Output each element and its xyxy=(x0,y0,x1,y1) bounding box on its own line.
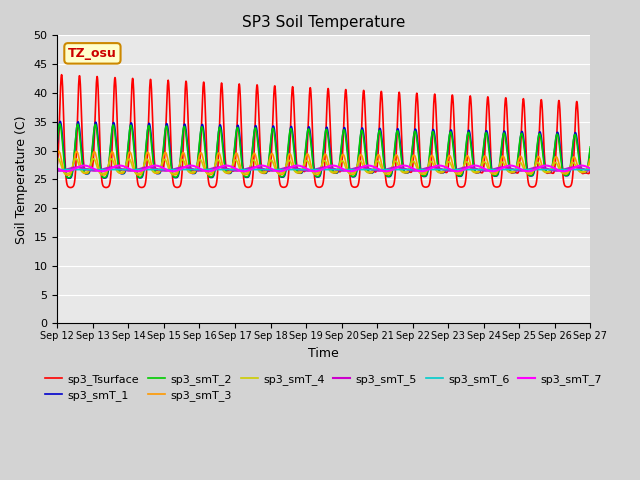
sp3_smT_7 xyxy=(339,167,347,172)
sp3_smT_2 xyxy=(340,128,348,133)
sp3_Tsurface xyxy=(586,166,594,172)
sp3_smT_4 xyxy=(586,160,594,166)
sp3_smT_6 xyxy=(351,167,358,172)
sp3_smT_3 xyxy=(54,151,61,156)
sp3_smT_2 xyxy=(351,173,359,179)
sp3_smT_5 xyxy=(54,168,61,174)
Line: sp3_smT_3: sp3_smT_3 xyxy=(58,151,590,175)
sp3_smT_4 xyxy=(554,164,562,170)
sp3_smT_5 xyxy=(540,165,547,171)
sp3_smT_3 xyxy=(554,159,562,165)
sp3_smT_1 xyxy=(586,146,594,152)
sp3_smT_7 xyxy=(54,166,61,171)
sp3_smT_4 xyxy=(203,170,211,176)
sp3_smT_5 xyxy=(586,168,594,174)
sp3_smT_4 xyxy=(340,159,348,165)
sp3_smT_1 xyxy=(554,132,562,137)
sp3_smT_2 xyxy=(203,162,211,168)
sp3_smT_4 xyxy=(54,156,61,162)
sp3_smT_7 xyxy=(202,168,210,174)
sp3_smT_1 xyxy=(479,153,486,158)
sp3_smT_3 xyxy=(540,168,547,173)
sp3_smT_5 xyxy=(340,168,348,174)
sp3_smT_3 xyxy=(340,152,348,157)
sp3_smT_6 xyxy=(554,167,562,172)
sp3_smT_1 xyxy=(351,173,359,179)
sp3_smT_7 xyxy=(586,166,594,171)
sp3_smT_2 xyxy=(479,150,486,156)
sp3_Tsurface xyxy=(58,72,65,78)
sp3_smT_7 xyxy=(351,168,358,173)
sp3_smT_5 xyxy=(203,167,211,173)
sp3_smT_6 xyxy=(339,167,347,172)
sp3_smT_3 xyxy=(479,157,486,163)
sp3_smT_3 xyxy=(351,170,359,176)
sp3_smT_3 xyxy=(586,156,594,162)
sp3_smT_2 xyxy=(54,137,61,143)
Line: sp3_smT_2: sp3_smT_2 xyxy=(58,124,590,178)
sp3_smT_7 xyxy=(577,163,585,168)
Line: sp3_Tsurface: sp3_Tsurface xyxy=(58,75,590,188)
sp3_smT_1 xyxy=(203,158,211,164)
sp3_Tsurface xyxy=(479,169,486,175)
sp3_smT_5 xyxy=(162,168,170,174)
sp3_smT_4 xyxy=(479,160,486,166)
Line: sp3_smT_5: sp3_smT_5 xyxy=(58,168,590,171)
sp3_smT_2 xyxy=(540,158,547,164)
sp3_smT_6 xyxy=(202,167,210,172)
sp3_Tsurface xyxy=(351,184,359,190)
sp3_Tsurface xyxy=(540,135,547,141)
sp3_smT_5 xyxy=(144,165,152,170)
sp3_smT_2 xyxy=(586,144,594,150)
Line: sp3_smT_7: sp3_smT_7 xyxy=(58,166,590,171)
sp3_Tsurface xyxy=(67,185,74,191)
sp3_smT_1 xyxy=(340,127,348,133)
Line: sp3_smT_1: sp3_smT_1 xyxy=(58,121,590,178)
sp3_smT_5 xyxy=(554,168,562,174)
sp3_smT_5 xyxy=(479,168,486,173)
sp3_smT_1 xyxy=(56,119,64,124)
sp3_smT_4 xyxy=(63,170,70,176)
sp3_smT_7 xyxy=(479,165,486,171)
sp3_smT_6 xyxy=(540,167,547,172)
sp3_smT_3 xyxy=(55,148,63,154)
sp3_smT_7 xyxy=(540,163,547,168)
X-axis label: Time: Time xyxy=(308,347,339,360)
Legend: sp3_Tsurface, sp3_smT_1, sp3_smT_2, sp3_smT_3, sp3_smT_4, sp3_smT_5, sp3_smT_6, : sp3_Tsurface, sp3_smT_1, sp3_smT_2, sp3_… xyxy=(41,369,607,406)
sp3_smT_1 xyxy=(54,140,61,145)
sp3_smT_6 xyxy=(479,167,486,172)
sp3_smT_6 xyxy=(54,167,61,172)
sp3_smT_2 xyxy=(65,175,72,180)
sp3_Tsurface xyxy=(203,143,211,149)
sp3_smT_6 xyxy=(586,167,594,172)
sp3_smT_4 xyxy=(351,168,359,174)
Text: TZ_osu: TZ_osu xyxy=(68,47,117,60)
sp3_smT_1 xyxy=(540,155,547,160)
sp3_Tsurface xyxy=(54,161,61,167)
sp3_smT_1 xyxy=(65,175,73,181)
sp3_smT_5 xyxy=(351,165,359,171)
sp3_smT_7 xyxy=(554,167,562,173)
sp3_smT_4 xyxy=(54,156,62,161)
sp3_smT_3 xyxy=(203,170,211,176)
Y-axis label: Soil Temperature (C): Soil Temperature (C) xyxy=(15,115,28,244)
sp3_Tsurface xyxy=(554,100,562,106)
sp3_smT_3 xyxy=(64,172,72,178)
sp3_smT_2 xyxy=(56,121,64,127)
Title: SP3 Soil Temperature: SP3 Soil Temperature xyxy=(242,15,406,30)
Line: sp3_smT_4: sp3_smT_4 xyxy=(58,158,590,173)
sp3_smT_4 xyxy=(540,168,547,174)
sp3_Tsurface xyxy=(340,131,348,136)
sp3_smT_2 xyxy=(554,135,562,141)
sp3_smT_7 xyxy=(63,168,70,174)
